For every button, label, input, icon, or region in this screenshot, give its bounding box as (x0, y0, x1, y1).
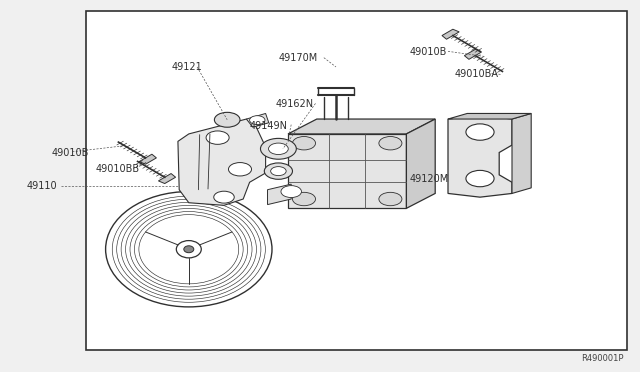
Polygon shape (448, 115, 512, 197)
Text: 49162N: 49162N (275, 99, 314, 109)
Circle shape (206, 131, 229, 144)
Text: 49170M: 49170M (278, 53, 317, 62)
Polygon shape (268, 184, 291, 205)
Text: 49121: 49121 (172, 62, 202, 72)
Ellipse shape (184, 246, 194, 253)
Polygon shape (448, 113, 531, 119)
Circle shape (269, 143, 288, 154)
Polygon shape (288, 119, 435, 134)
Text: 49120M: 49120M (410, 174, 449, 183)
Circle shape (250, 116, 265, 125)
Polygon shape (178, 119, 266, 205)
Text: 49010BA: 49010BA (454, 70, 499, 79)
Polygon shape (465, 49, 481, 59)
Polygon shape (140, 154, 156, 164)
Circle shape (281, 186, 301, 198)
Polygon shape (406, 119, 435, 208)
Circle shape (260, 138, 296, 159)
Polygon shape (442, 29, 459, 39)
Text: 49010B: 49010B (410, 47, 447, 57)
Polygon shape (288, 134, 406, 208)
Text: 49149N: 49149N (250, 122, 287, 131)
Circle shape (214, 112, 240, 127)
Circle shape (292, 137, 316, 150)
Circle shape (466, 170, 494, 187)
Text: 49010B: 49010B (51, 148, 88, 157)
Polygon shape (246, 113, 269, 127)
Text: 49110: 49110 (27, 181, 58, 191)
Text: R490001P: R490001P (582, 354, 624, 363)
Polygon shape (159, 174, 175, 183)
Text: 49010BB: 49010BB (96, 164, 140, 174)
Circle shape (264, 163, 292, 179)
Circle shape (466, 124, 494, 140)
Circle shape (379, 137, 402, 150)
Bar (86, 11, 627, 350)
Circle shape (292, 192, 316, 206)
Circle shape (271, 167, 286, 176)
Polygon shape (512, 113, 531, 193)
Circle shape (228, 163, 252, 176)
Circle shape (214, 191, 234, 203)
Circle shape (379, 192, 402, 206)
